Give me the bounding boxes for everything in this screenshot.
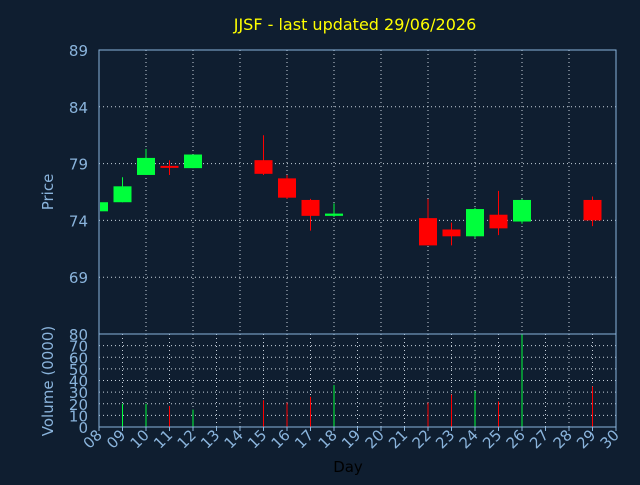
candle-body [100,202,108,212]
chart-title: JJSF - last updated 29/06/2026 [233,15,477,34]
price-tick-label: 84 [69,99,88,117]
candle-body [583,199,602,221]
candle-body [419,218,437,246]
candle-body [466,209,484,237]
x-axis-label: Day [333,458,363,476]
volume-tick-label: 10 [69,407,88,425]
candle-body [160,165,179,168]
candle-body [489,214,508,229]
candle-body [254,160,273,174]
candle-body [325,213,343,216]
price-tick-label: 74 [69,212,88,230]
volume-tick-label: 60 [69,349,88,367]
candle-body [278,178,296,198]
volume-plot-frame [98,333,617,428]
candles [98,135,602,246]
price-tick-label: 89 [69,42,88,60]
volume-tick-label: 70 [69,338,88,356]
volume-tick-label: 50 [69,361,88,379]
candle-body [513,199,531,222]
price-tick-labels: 89 84 79 74 69 [69,42,88,287]
volume-tick-label: 40 [69,373,88,391]
volume-tick-label: 30 [69,384,88,402]
candle-body [301,199,320,216]
price-axis-label: Price [39,174,57,211]
price-grid [99,50,616,334]
candle-body [184,154,202,169]
volume-axis-label: Volume (0000) [39,326,57,436]
candle-body [442,229,461,237]
volume-tick-label: 80 [69,326,88,344]
volume-bars [122,334,593,427]
candle-body [113,186,132,203]
x-tick-labels: 0809101112131415161718192021222324252627… [80,426,623,452]
price-tick-label: 69 [69,269,88,287]
candle-body [137,157,155,175]
volume-tick-label: 0 [78,419,88,437]
price-tick-label: 79 [69,156,88,174]
volume-tick-label: 20 [69,396,88,414]
